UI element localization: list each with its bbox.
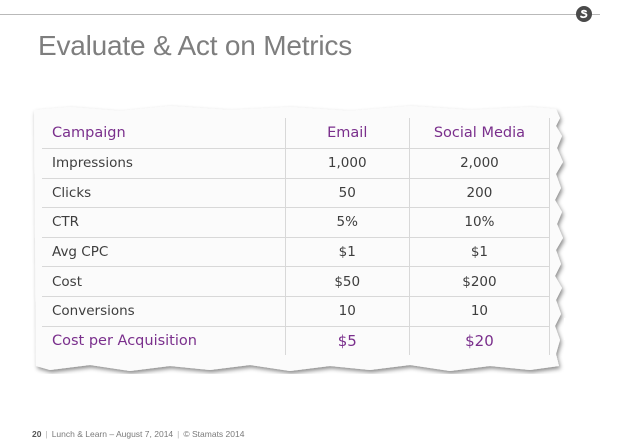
table-row: CTR 5% 10% bbox=[42, 207, 551, 238]
header-campaign: Campaign bbox=[42, 118, 286, 149]
social-value: $20 bbox=[408, 326, 551, 356]
social-value: $200 bbox=[408, 266, 551, 297]
slide-footer: 20 | Lunch & Learn – August 7, 2014 | © Stam… bbox=[32, 429, 244, 439]
row-label: Cost bbox=[42, 266, 286, 297]
table-row: Clicks 50 200 bbox=[42, 178, 551, 209]
header-email: Email bbox=[284, 118, 410, 149]
email-value: $50 bbox=[284, 266, 410, 297]
footer-event: Lunch & Learn – August 7, 2014 bbox=[51, 429, 174, 439]
table-header-row: Campaign Email Social Media bbox=[42, 118, 551, 149]
email-value: $1 bbox=[284, 237, 410, 268]
social-value: $1 bbox=[408, 237, 551, 268]
page-number: 20 bbox=[32, 429, 42, 439]
row-label: Conversions bbox=[42, 296, 286, 327]
table-row: Impressions 1,000 2,000 bbox=[42, 148, 551, 179]
row-label: Impressions bbox=[42, 148, 286, 179]
metrics-table: Campaign Email Social Media Impressions … bbox=[42, 118, 551, 356]
social-value: 10 bbox=[408, 296, 551, 327]
top-rule bbox=[0, 14, 600, 15]
table-row: Avg CPC $1 $1 bbox=[42, 237, 551, 268]
row-label: CTR bbox=[42, 207, 286, 238]
table-row: Conversions 10 10 bbox=[42, 296, 551, 327]
email-value: 10 bbox=[284, 296, 410, 327]
email-value: 1,000 bbox=[284, 148, 410, 179]
footer-separator: | bbox=[45, 429, 48, 439]
social-value: 2,000 bbox=[408, 148, 551, 179]
footer-separator: | bbox=[177, 429, 180, 439]
row-label: Avg CPC bbox=[42, 237, 286, 268]
table-row: Cost $50 $200 bbox=[42, 266, 551, 297]
social-value: 200 bbox=[408, 178, 551, 209]
torn-paper-image: Campaign Email Social Media Impressions … bbox=[30, 104, 594, 374]
slide-title: Evaluate & Act on Metrics bbox=[38, 30, 353, 61]
row-label: Cost per Acquisition bbox=[52, 332, 197, 349]
footer-copyright: © Stamats 2014 bbox=[183, 429, 245, 439]
email-value: $5 bbox=[284, 326, 410, 356]
row-label: Clicks bbox=[42, 178, 286, 209]
stamats-logo-icon bbox=[576, 6, 592, 22]
table-row-cost-per-acquisition: Cost per Acquisition $5 $20 bbox=[42, 326, 551, 356]
header-social-media: Social Media bbox=[408, 118, 551, 149]
email-value: 50 bbox=[284, 178, 410, 209]
torn-edge-cutout bbox=[564, 318, 594, 340]
social-value: 10% bbox=[408, 207, 551, 238]
email-value: 5% bbox=[284, 207, 410, 238]
